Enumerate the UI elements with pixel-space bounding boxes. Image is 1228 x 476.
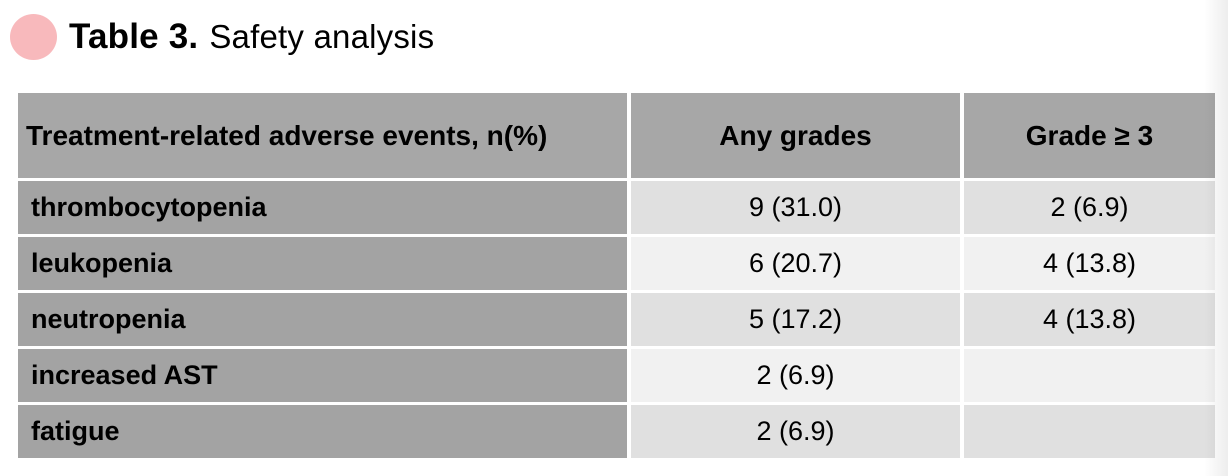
cell-increased-ast-grade-ge-3 [964, 349, 1215, 402]
cell-thrombocytopenia-grade-ge-3: 2 (6.9) [964, 181, 1215, 234]
row-label-neutropenia: neutropenia [18, 293, 627, 346]
column-header-any-grades: Any grades [631, 93, 960, 178]
cell-thrombocytopenia-any-grades: 9 (31.0) [631, 181, 960, 234]
page-title: Table 3. Safety analysis [69, 17, 434, 57]
cell-increased-ast-any-grades: 2 (6.9) [631, 349, 960, 402]
column-header-grade-ge-3: Grade ≥ 3 [964, 93, 1215, 178]
row-label-thrombocytopenia: thrombocytopenia [18, 181, 627, 234]
column-header-adverse-events: Treatment-related adverse events, n(%) [18, 93, 627, 178]
table-number-label: Table 3. [69, 17, 199, 56]
row-label-fatigue: fatigue [18, 405, 627, 458]
cell-leukopenia-grade-ge-3: 4 (13.8) [964, 237, 1215, 290]
cell-neutropenia-grade-ge-3: 4 (13.8) [964, 293, 1215, 346]
safety-analysis-table: Treatment-related adverse events, n(%) A… [18, 93, 1215, 458]
cell-neutropenia-any-grades: 5 (17.2) [631, 293, 960, 346]
table-title-row: Table 3. Safety analysis [10, 14, 434, 60]
cell-fatigue-any-grades: 2 (6.9) [631, 405, 960, 458]
row-label-leukopenia: leukopenia [18, 237, 627, 290]
pink-dot-icon [10, 14, 57, 60]
cell-leukopenia-any-grades: 6 (20.7) [631, 237, 960, 290]
cell-fatigue-grade-ge-3 [964, 405, 1215, 458]
row-label-increased-ast: increased AST [18, 349, 627, 402]
table-caption: Safety analysis [209, 18, 435, 55]
